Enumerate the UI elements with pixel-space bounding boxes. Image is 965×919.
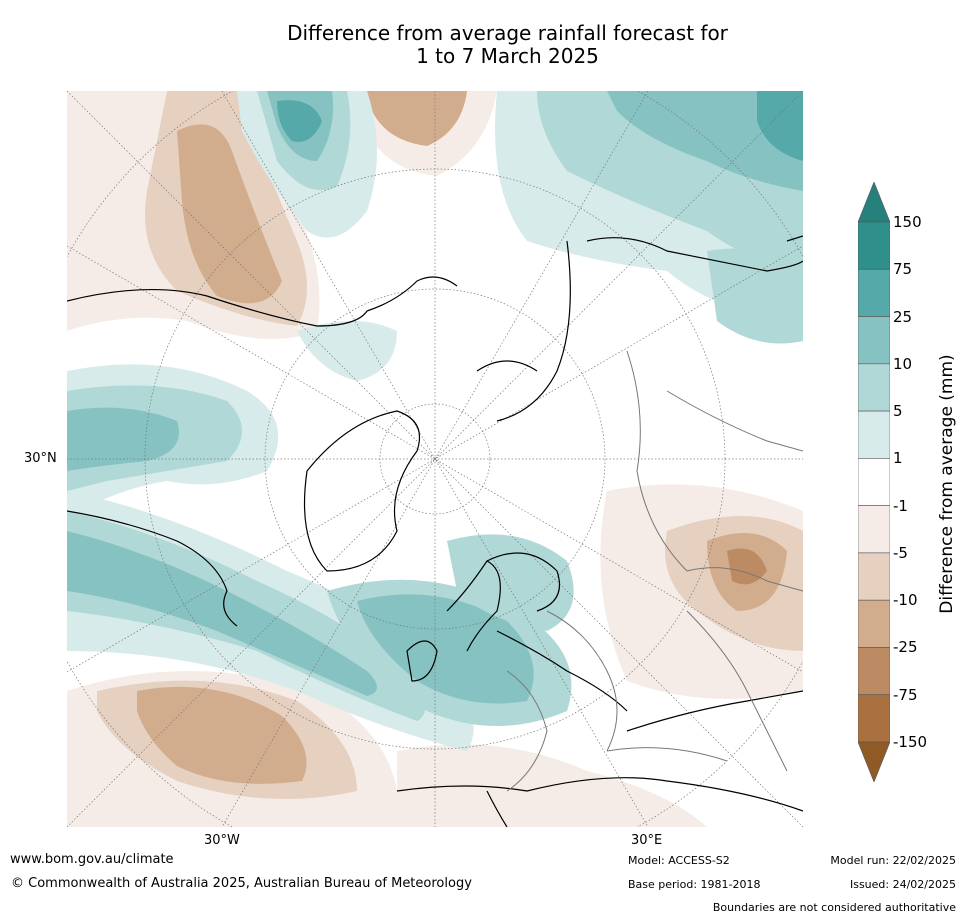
website-link[interactable]: www.bom.gov.au/climate [10, 852, 174, 867]
coastlines [67, 235, 803, 827]
model-name: Model: ACCESS-S2 [628, 854, 730, 867]
colorbar-segment [857, 694, 891, 743]
base-period: Base period: 1981-2018 [628, 878, 761, 891]
colorbar-segment [857, 458, 891, 506]
colorbar-segment [857, 316, 891, 365]
colorbar-title: Difference from average (mm) [937, 354, 957, 614]
longitude-label-30e: 30°E [631, 833, 663, 848]
colorbar [857, 181, 891, 783]
colorbar-segment [857, 647, 891, 696]
model-run-date: Model run: 22/02/2025 [830, 854, 956, 867]
colorbar-segment [857, 505, 891, 554]
colorbar-segment [857, 268, 891, 317]
issued-date: Issued: 24/02/2025 [849, 878, 956, 891]
boundaries-disclaimer: Boundaries are not considered authoritat… [712, 901, 956, 914]
colorbar-segment [857, 410, 891, 459]
country-borders [506, 350, 803, 792]
colorbar-tick-label: 25 [893, 307, 913, 326]
colorbar-tick-label: 75 [893, 260, 913, 279]
colorbar-extend-bottom [857, 741, 891, 783]
colorbar-extend-top [857, 181, 891, 223]
colorbar-tick-label: -75 [893, 685, 918, 704]
colorbar-segment [857, 363, 891, 412]
graticule [67, 91, 803, 827]
colorbar-tick-label: 10 [893, 354, 913, 373]
colorbar-segment [857, 552, 891, 601]
title-line-1: Difference from average rainfall forecas… [287, 21, 728, 45]
colorbar-tick-label: -10 [893, 591, 918, 610]
colorbar-tick-label: -1 [893, 496, 908, 515]
colorbar-tick-label: -25 [893, 638, 918, 657]
colorbar-tick-label: 150 [893, 213, 922, 231]
title-line-2: 1 to 7 March 2025 [416, 44, 599, 68]
colorbar-segment [857, 599, 891, 648]
colorbar-tick-label: -150 [893, 733, 928, 751]
colorbar-tick-label: 5 [893, 402, 903, 421]
colorbar-tick-label: 1 [893, 449, 903, 468]
copyright-text: © Commonwealth of Australia 2025, Austra… [11, 876, 472, 891]
longitude-label-30w: 30°W [204, 833, 240, 848]
wet-anomaly-regions [67, 91, 803, 751]
forecast-map [67, 91, 803, 827]
chart-title: Difference from average rainfall forecas… [140, 22, 875, 68]
colorbar-segment [857, 221, 891, 270]
colorbar-tick-label: -5 [893, 543, 908, 562]
latitude-label-30n: 30°N [24, 451, 57, 466]
